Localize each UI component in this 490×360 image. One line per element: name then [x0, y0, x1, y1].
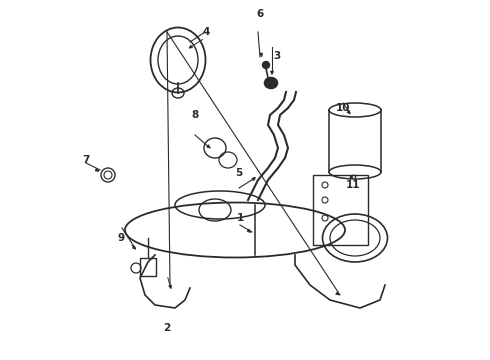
Ellipse shape: [263, 62, 270, 68]
Text: 8: 8: [192, 110, 198, 120]
Text: 11: 11: [345, 180, 360, 190]
Ellipse shape: [265, 77, 277, 89]
Bar: [140, 258, 156, 276]
Text: 9: 9: [118, 233, 125, 243]
Bar: [313, 175, 368, 245]
Text: 1: 1: [237, 213, 244, 223]
Text: 7: 7: [82, 155, 90, 165]
Text: 10: 10: [336, 103, 350, 113]
Text: 3: 3: [273, 51, 280, 61]
Text: 5: 5: [236, 168, 243, 178]
Text: 2: 2: [163, 323, 170, 333]
Text: 6: 6: [256, 9, 263, 19]
Text: 4: 4: [202, 27, 210, 37]
